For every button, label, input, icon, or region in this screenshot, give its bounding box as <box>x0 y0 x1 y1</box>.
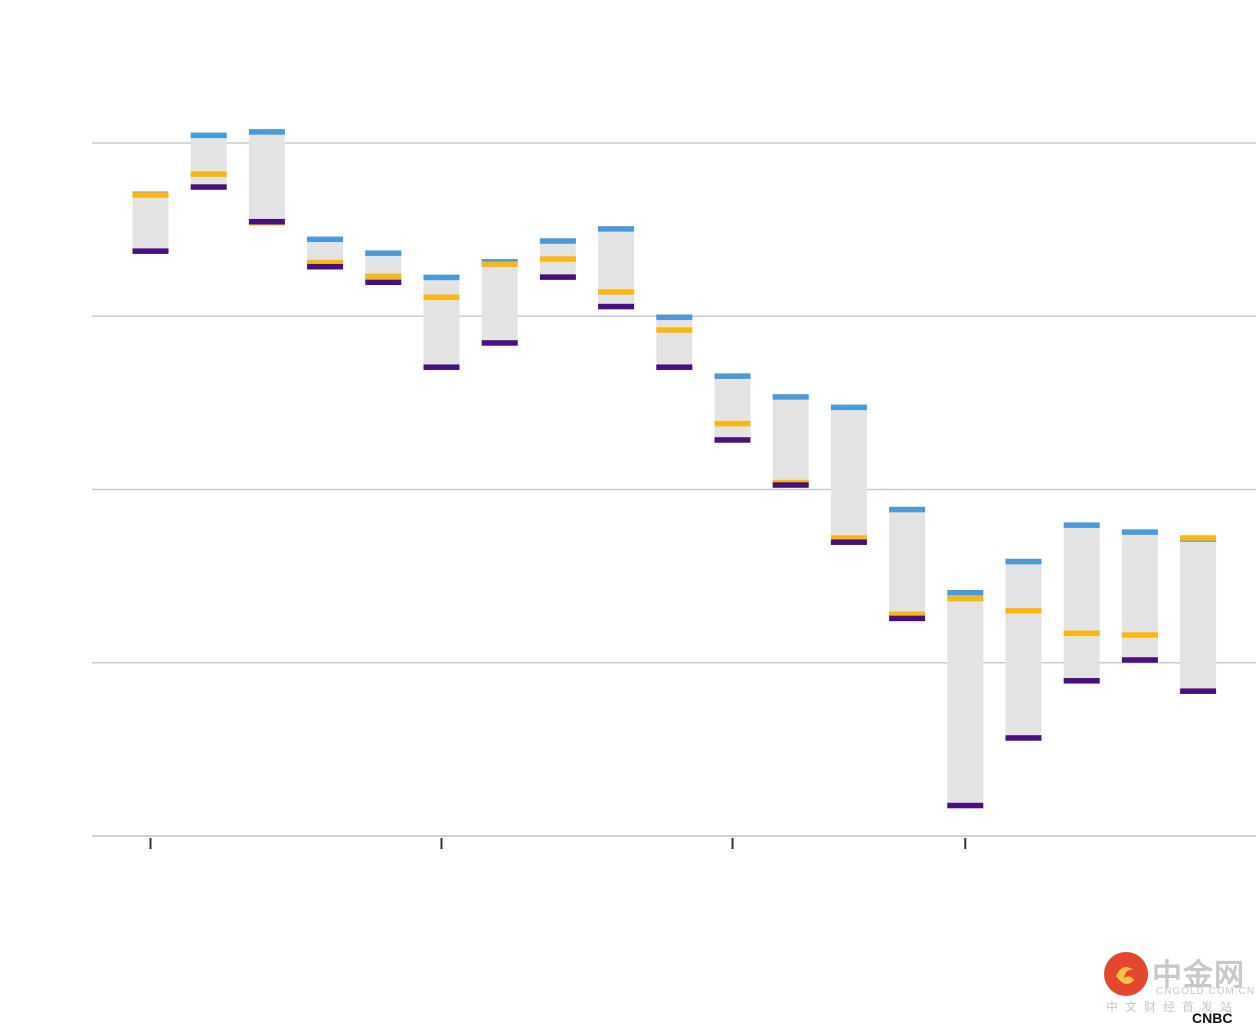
watermark-domain: CNGOLD.COM.CN <box>1156 986 1256 997</box>
orange-marker <box>598 289 635 295</box>
range-fill <box>772 394 809 488</box>
range-bar <box>481 259 518 346</box>
orange-marker <box>1063 630 1100 637</box>
watermark-subtitle: 中文财经首发站 <box>1106 1000 1240 1014</box>
range-fill <box>889 506 926 622</box>
range-bar <box>539 238 576 280</box>
orange-marker <box>423 294 460 300</box>
orange-marker <box>539 256 576 262</box>
orange-marker <box>1005 608 1042 614</box>
blue-marker <box>598 226 635 232</box>
orange-marker <box>947 595 984 602</box>
range-fill <box>598 226 635 310</box>
blue-marker <box>656 314 693 321</box>
blue-marker <box>1121 529 1158 535</box>
orange-marker <box>656 327 693 333</box>
range-bar <box>772 394 809 488</box>
purple-marker <box>947 802 984 809</box>
blue-marker <box>423 274 460 281</box>
range-bar <box>947 589 984 809</box>
range-fill <box>481 259 518 346</box>
orange-marker <box>190 171 227 177</box>
range-bar <box>365 250 402 286</box>
bars-layer <box>132 129 1217 809</box>
purple-marker <box>365 279 402 286</box>
range-fill <box>1005 558 1042 741</box>
orange-marker <box>307 259 344 266</box>
blue-marker <box>307 236 344 243</box>
orange-marker <box>830 535 867 541</box>
orange-marker <box>132 192 169 198</box>
purple-marker <box>1180 688 1217 694</box>
blue-marker <box>772 394 809 400</box>
blue-marker <box>539 238 576 244</box>
blue-marker <box>714 373 751 379</box>
range-bar <box>248 129 285 226</box>
purple-marker <box>656 364 693 370</box>
cngold-logo-icon <box>1104 952 1148 996</box>
purple-marker <box>539 274 576 280</box>
range-fill <box>190 132 227 190</box>
purple-marker <box>830 539 867 545</box>
gridlines <box>92 142 1256 837</box>
orange-marker <box>714 420 751 427</box>
blue-marker <box>1005 558 1042 565</box>
range-bar <box>889 506 926 622</box>
range-fill <box>714 373 751 443</box>
range-bar <box>1005 558 1042 741</box>
purple-marker <box>1121 657 1158 663</box>
purple-marker <box>132 248 169 254</box>
range-fill <box>423 274 460 370</box>
blue-marker <box>947 589 984 596</box>
purple-marker <box>1005 735 1042 741</box>
range-fill <box>1121 529 1158 663</box>
watermark: 中金网 CNGOLD.COM.CN 中文财经首发站 CNBC <box>1100 950 1260 1026</box>
orange-marker <box>1121 632 1158 638</box>
blue-marker <box>365 250 402 256</box>
range-fill <box>830 404 867 545</box>
purple-marker <box>598 303 635 310</box>
blue-marker <box>190 132 227 139</box>
range-fill <box>132 191 169 254</box>
purple-marker <box>1063 678 1100 684</box>
range-bar <box>830 404 867 545</box>
range-fill <box>947 589 984 809</box>
range-fill <box>248 129 285 225</box>
range-bar <box>423 274 460 370</box>
range-bar <box>1063 522 1100 684</box>
range-fill <box>1063 522 1100 684</box>
blue-marker <box>889 506 926 513</box>
purple-marker <box>190 184 227 190</box>
range-bar <box>656 314 693 370</box>
range-fill <box>656 314 693 370</box>
purple-marker <box>248 218 285 225</box>
purple-marker <box>423 364 460 370</box>
range-fill <box>365 250 402 286</box>
range-bar <box>598 226 635 310</box>
blue-marker <box>1063 522 1100 528</box>
orange-marker <box>481 261 518 268</box>
cnbc-brand: CNBC <box>1192 1010 1233 1026</box>
blue-marker <box>830 404 867 411</box>
orange-marker <box>365 273 402 280</box>
purple-marker <box>889 615 926 622</box>
orange-marker <box>1180 535 1217 541</box>
purple-marker <box>481 340 518 346</box>
range-bar <box>132 191 169 254</box>
x-axis-ticks <box>149 838 967 849</box>
range-bar <box>1121 529 1158 663</box>
purple-marker <box>714 437 751 443</box>
range-bar <box>714 373 751 443</box>
range-fill <box>1180 536 1217 694</box>
orange-marker <box>889 611 926 617</box>
purple-marker <box>772 482 809 488</box>
range-bar <box>190 132 227 190</box>
range-bar <box>1180 535 1217 694</box>
range-bar <box>307 236 344 270</box>
purple-marker <box>307 263 344 270</box>
watermark-logo-text: 中金网 <box>1152 958 1245 993</box>
blue-marker <box>248 129 285 135</box>
